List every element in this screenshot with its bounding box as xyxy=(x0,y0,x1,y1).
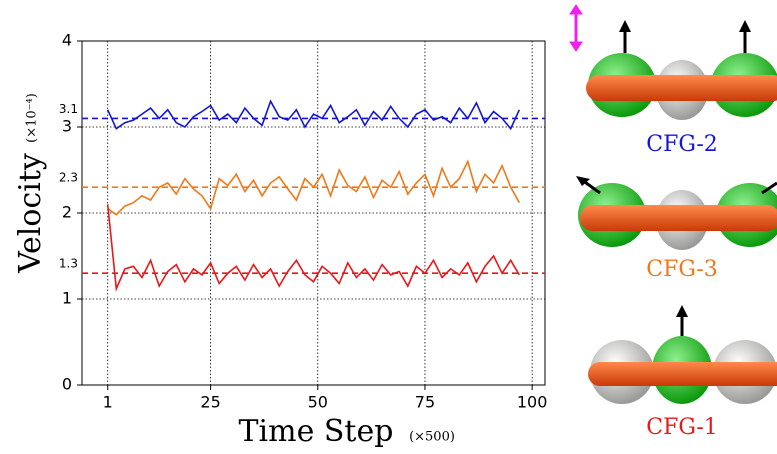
reference-label: 1.3 xyxy=(59,257,78,271)
y-axis-label: Velocity xyxy=(13,153,48,274)
molecule xyxy=(586,20,777,120)
reference-label: 3.1 xyxy=(59,102,78,116)
y-tick-label: 2 xyxy=(62,203,72,222)
y-axis-unit: (×10⁻⁴) xyxy=(25,93,40,143)
x-tick-label: 75 xyxy=(415,393,435,412)
reference-label: 2.3 xyxy=(59,171,78,185)
panel-label: CFG-1 xyxy=(646,415,718,440)
x-tick-label: 100 xyxy=(517,393,548,412)
y-tick-label: 0 xyxy=(62,375,72,394)
x-axis-label: Time Step xyxy=(239,414,394,449)
x-tick-label: 1 xyxy=(103,393,113,412)
y-tick-label: 1 xyxy=(62,289,72,308)
double-arrow xyxy=(569,4,583,52)
x-tick-label: 50 xyxy=(308,393,328,412)
series-line xyxy=(106,204,520,292)
series-line xyxy=(107,159,520,216)
molecule xyxy=(588,305,777,404)
molecule xyxy=(576,176,777,250)
series-line xyxy=(106,99,521,131)
panel-label: CFG-2 xyxy=(646,132,718,157)
y-tick-label: 3 xyxy=(62,117,72,136)
y-tick-label: 4 xyxy=(62,31,72,50)
x-tick-label: 25 xyxy=(200,393,220,412)
x-axis-unit: (×500) xyxy=(409,430,455,445)
panel-label: CFG-3 xyxy=(646,257,718,282)
